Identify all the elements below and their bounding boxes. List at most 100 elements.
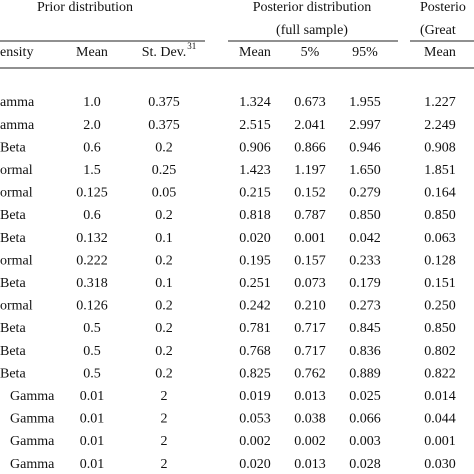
cell: 0.850 — [424, 208, 456, 223]
cell: 0.717 — [294, 321, 326, 336]
cell: 0.042 — [349, 231, 381, 246]
cell: 1.197 — [294, 163, 326, 178]
cell: 2.041 — [294, 118, 326, 133]
cell: 0.2 — [155, 140, 173, 155]
cell: 0.6 — [83, 140, 101, 155]
cell: 0.242 — [239, 299, 271, 314]
cell: 0.073 — [294, 276, 326, 291]
cell: 0.825 — [239, 366, 271, 381]
row-label: Gamma — [10, 412, 55, 427]
cell: 0.164 — [424, 186, 456, 201]
cell: 0.717 — [294, 344, 326, 359]
cell: 0.066 — [349, 412, 381, 427]
row-label: amma — [0, 95, 35, 110]
cell: 1.955 — [349, 95, 381, 110]
cell: 1.851 — [424, 163, 456, 178]
column-header: 5% — [301, 45, 320, 60]
cell: 0.850 — [349, 208, 381, 223]
cell: 0.020 — [239, 457, 271, 472]
cell: 1.423 — [239, 163, 271, 178]
cell: 0.038 — [294, 412, 326, 427]
cell: 0.802 — [424, 344, 456, 359]
cell: 0.906 — [239, 140, 271, 155]
cell: 0.889 — [349, 366, 381, 381]
cell: 0.250 — [424, 299, 456, 314]
cell: 2 — [161, 389, 168, 404]
cell: 0.013 — [294, 457, 326, 472]
cell: 0.818 — [239, 208, 271, 223]
cell: 0.019 — [239, 389, 271, 404]
column-header: 95% — [352, 45, 378, 60]
row-label: ormal — [0, 163, 33, 178]
cell: 0.210 — [294, 299, 326, 314]
column-header: ensity — [0, 45, 33, 60]
cell: 0.002 — [239, 434, 271, 449]
group-title: Posterio — [420, 0, 466, 15]
cell: 0.025 — [349, 389, 381, 404]
cell: 0.908 — [424, 140, 456, 155]
row-label: Gamma — [10, 389, 55, 404]
cell: 0.2 — [155, 344, 173, 359]
cell: 0.5 — [83, 321, 101, 336]
cell: 0.014 — [424, 389, 456, 404]
row-label: Gamma — [10, 434, 55, 449]
cell: 0.2 — [155, 253, 173, 268]
cell: 1.5 — [83, 163, 101, 178]
cell: 1.650 — [349, 163, 381, 178]
cell: 1.227 — [424, 95, 456, 110]
row-label: Beta — [0, 276, 26, 291]
column-header: St. Dev. — [142, 45, 187, 60]
row-label: Beta — [0, 321, 26, 336]
cell: 0.126 — [76, 299, 108, 314]
cell: 0.2 — [155, 366, 173, 381]
cell: 0.002 — [294, 434, 326, 449]
cell: 0.030 — [424, 457, 456, 472]
cell: 0.787 — [294, 208, 326, 223]
cell: 0.125 — [76, 186, 108, 201]
cell: 0.013 — [294, 389, 326, 404]
cell: 0.152 — [294, 186, 326, 201]
cell: 0.128 — [424, 253, 456, 268]
row-label: ormal — [0, 186, 33, 201]
cell: 0.195 — [239, 253, 271, 268]
cell: 0.001 — [294, 231, 326, 246]
cell: 0.866 — [294, 140, 326, 155]
row-label: Beta — [0, 231, 26, 246]
row-label: Beta — [0, 366, 26, 381]
footnote-mark: 31 — [187, 41, 196, 51]
cell: 0.273 — [349, 299, 381, 314]
cell: 0.5 — [83, 344, 101, 359]
cell: 0.157 — [294, 253, 326, 268]
cell: 0.063 — [424, 231, 456, 246]
cell: 0.2 — [155, 321, 173, 336]
row-label: Beta — [0, 208, 26, 223]
cell: 0.5 — [83, 366, 101, 381]
cell: 0.251 — [239, 276, 271, 291]
cell: 0.762 — [294, 366, 326, 381]
group-subtitle: (Great — [420, 23, 456, 38]
cell: 0.822 — [424, 366, 456, 381]
cell: 2 — [161, 457, 168, 472]
cell: 0.001 — [424, 434, 456, 449]
cell: 0.01 — [80, 434, 105, 449]
cell: 0.179 — [349, 276, 381, 291]
cell: 0.836 — [349, 344, 381, 359]
cell: 0.222 — [76, 253, 108, 268]
column-header: Mean — [424, 45, 456, 60]
cell: 0.028 — [349, 457, 381, 472]
row-label: amma — [0, 118, 35, 133]
row-label: Beta — [0, 344, 26, 359]
cell: 0.2 — [155, 299, 173, 314]
cell: 0.132 — [76, 231, 108, 246]
cell: 2.0 — [83, 118, 101, 133]
cell: 0.01 — [80, 389, 105, 404]
cell: 0.375 — [148, 95, 180, 110]
row-label: ormal — [0, 253, 33, 268]
cell: 0.053 — [239, 412, 271, 427]
cell: 0.6 — [83, 208, 101, 223]
cell: 0.020 — [239, 231, 271, 246]
cell: 2 — [161, 434, 168, 449]
cell: 2.249 — [424, 118, 456, 133]
cell: 0.233 — [349, 253, 381, 268]
